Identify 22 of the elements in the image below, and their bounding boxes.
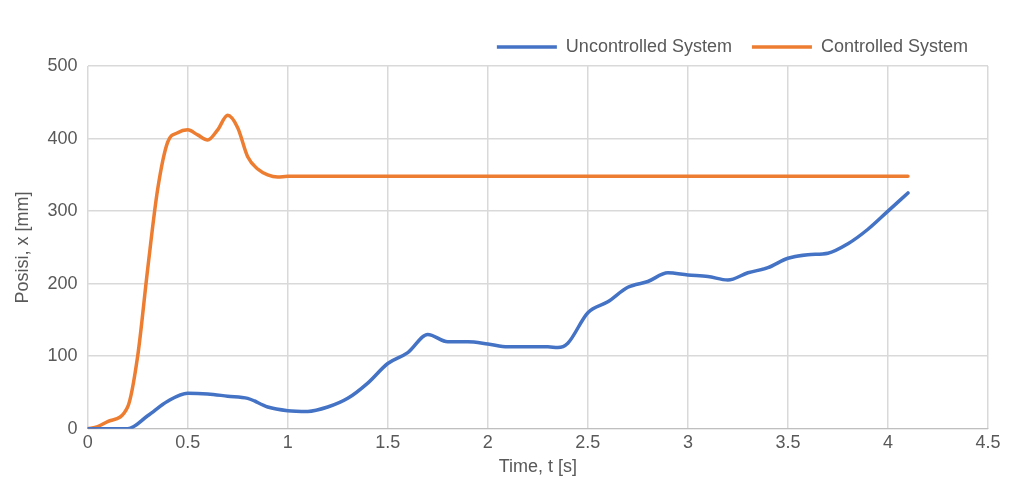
y-tick-label: 100 (47, 345, 78, 366)
x-axis-title: Time, t [s] (498, 456, 577, 477)
x-tick-label: 0 (82, 431, 93, 452)
y-tick-label: 0 (67, 417, 78, 438)
legend-label: Uncontrolled System (565, 35, 732, 56)
line-series (87, 191, 910, 429)
x-tick-label: 2 (482, 431, 493, 452)
y-tick-label: 500 (47, 54, 78, 75)
x-tick-label: 2.5 (575, 431, 601, 452)
y-tick-label: 200 (47, 272, 78, 293)
x-tick-label: 3.5 (775, 431, 801, 452)
x-tick-label: 4.5 (975, 431, 1001, 452)
x-tick-label: 4 (882, 431, 893, 452)
x-tick-label: 1.5 (375, 431, 401, 452)
y-tick-label: 400 (47, 127, 78, 148)
y-axis-title: Posisi, x [mm] (11, 191, 32, 304)
legend-label: Controlled System (820, 35, 968, 56)
x-tick-label: 3 (682, 431, 693, 452)
x-tick-label: 0.5 (175, 431, 201, 452)
line-series (87, 113, 910, 429)
x-tick-label: 1 (282, 431, 293, 452)
y-tick-label: 300 (47, 200, 78, 221)
